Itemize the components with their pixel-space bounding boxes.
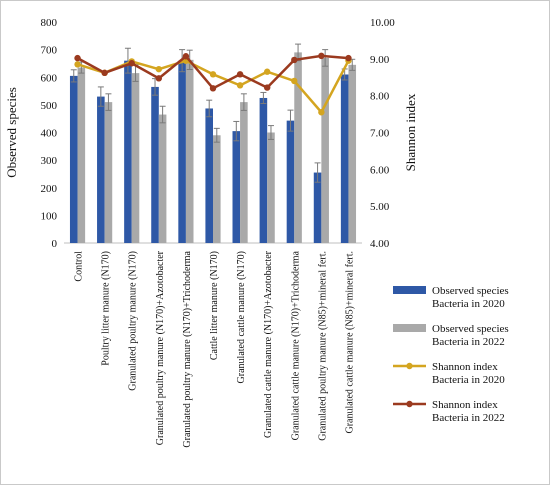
category-label: Cattle litter manure (N170) xyxy=(209,251,220,360)
bar xyxy=(124,60,132,243)
category-label: Granulated cattle manure (N170) xyxy=(236,251,247,383)
bar xyxy=(321,57,329,243)
y-tick-label: 100 xyxy=(41,210,58,222)
legend-label: Bacteria in 2022 xyxy=(432,336,505,348)
line-point xyxy=(155,75,163,82)
line-point xyxy=(263,68,271,75)
bar xyxy=(97,96,105,244)
category-label: Granulated cattle manure (N85)+mineral f… xyxy=(344,251,355,434)
y-tick-label: 300 xyxy=(41,155,58,167)
bar xyxy=(340,74,349,243)
legend-swatch xyxy=(393,324,426,332)
y-tick-label: 800 xyxy=(41,17,58,29)
bar xyxy=(213,135,221,243)
category-label: Granulated poultry manure (N170)+Trichod… xyxy=(182,250,193,447)
bar xyxy=(259,97,268,243)
legend-marker xyxy=(406,400,413,408)
legend-label: Bacteria in 2022 xyxy=(432,412,505,424)
line-point xyxy=(155,65,163,73)
category-label: Granulated cattle manure (N170)+Trichode… xyxy=(290,250,301,440)
legend-label: Shannon index xyxy=(432,361,498,373)
bar xyxy=(348,64,357,243)
bar xyxy=(77,67,86,243)
bar xyxy=(267,132,275,243)
bar xyxy=(232,131,241,243)
bar xyxy=(158,114,167,243)
y-axis-ticks: 0 100 200 300 400 500 600 700 800 xyxy=(41,17,58,250)
bar xyxy=(185,59,194,243)
category-label: Granulated cattle manure (N170)+Azotobac… xyxy=(263,250,274,438)
y2-tick-label: 10.00 xyxy=(370,17,395,29)
line-point xyxy=(209,71,217,78)
y2-axis-title: Shannon index xyxy=(403,93,418,171)
category-labels: Control Poultry litter manure (N170) Granu… xyxy=(74,250,356,447)
legend-label: Bacteria in 2020 xyxy=(432,298,505,310)
bar xyxy=(286,120,295,243)
legend-label: Shannon index xyxy=(432,399,498,411)
bars xyxy=(69,52,357,244)
bar xyxy=(69,75,78,244)
line-point xyxy=(291,77,298,85)
bar xyxy=(240,102,248,243)
shannon-lines xyxy=(74,52,352,116)
bar xyxy=(313,172,322,243)
y2-tick-label: 4.00 xyxy=(370,238,390,250)
bar xyxy=(205,108,213,243)
line-point xyxy=(318,52,325,60)
line-point xyxy=(291,56,298,64)
bar xyxy=(294,52,302,244)
y-tick-label: 700 xyxy=(41,45,58,57)
y-axis-title: Observed species xyxy=(4,87,19,178)
category-label: Poultry litter manure (N170) xyxy=(101,251,112,366)
category-label: Granulated poultry manure (N170) xyxy=(128,251,139,391)
line-point xyxy=(236,71,244,78)
bar xyxy=(151,86,159,243)
y-tick-label: 0 xyxy=(52,238,58,250)
y2-tick-label: 8.00 xyxy=(370,91,390,103)
line-point xyxy=(74,54,81,62)
line-point xyxy=(182,53,190,60)
y-tick-label: 200 xyxy=(41,183,58,195)
line-point xyxy=(74,61,81,68)
category-label: Granulated poultry manure (N170)+Azotoba… xyxy=(155,250,166,445)
line-point xyxy=(318,109,325,116)
y2-axis-ticks: 4.00 5.00 6.00 7.00 8.00 9.00 10.00 xyxy=(370,17,395,250)
line-point xyxy=(345,54,352,62)
category-label: Granulated poultry manure (N85)+mineral … xyxy=(317,251,328,441)
bar xyxy=(131,73,140,243)
category-label: Control xyxy=(74,251,85,282)
legend-marker xyxy=(406,362,413,370)
y2-tick-label: 9.00 xyxy=(370,54,390,66)
y-tick-label: 400 xyxy=(41,128,58,140)
legend-label: Bacteria in 2020 xyxy=(432,374,505,386)
error-bars xyxy=(70,43,356,183)
y2-tick-label: 5.00 xyxy=(370,201,390,213)
bar xyxy=(104,102,113,243)
y-tick-label: 600 xyxy=(41,72,58,84)
bar xyxy=(178,60,186,243)
legend-swatch xyxy=(393,286,426,294)
y2-tick-label: 7.00 xyxy=(370,128,390,140)
line-point xyxy=(236,82,244,89)
legend-label: Observed species xyxy=(432,323,509,335)
y2-tick-label: 6.00 xyxy=(370,164,390,176)
line-point xyxy=(101,69,108,77)
line-point xyxy=(263,84,271,91)
legend-label: Observed species xyxy=(432,285,509,297)
y-tick-label: 500 xyxy=(41,100,58,112)
line-point xyxy=(128,60,135,67)
line-point xyxy=(209,85,217,92)
